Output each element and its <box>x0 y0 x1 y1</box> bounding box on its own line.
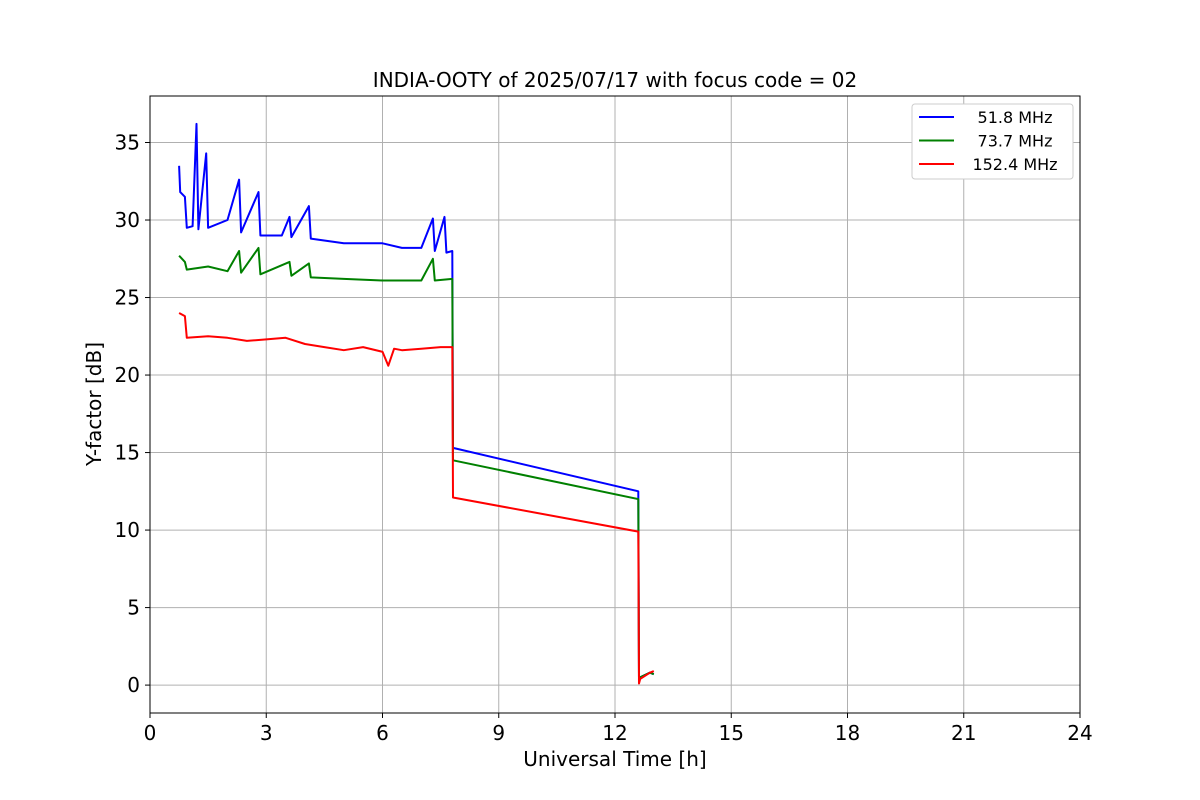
chart-title: INDIA-OOTY of 2025/07/17 with focus code… <box>373 68 857 92</box>
legend-label: 152.4 MHz <box>972 155 1057 174</box>
legend-label: 73.7 MHz <box>978 132 1053 151</box>
y-tick-label: 25 <box>115 286 140 310</box>
series-line-2 <box>178 246 655 682</box>
y-tick-label: 0 <box>127 673 140 697</box>
series-line-3 <box>178 312 655 685</box>
legend-box <box>911 103 1074 180</box>
y-tick-label: 10 <box>115 518 140 542</box>
x-tick-label: 6 <box>376 721 389 745</box>
ticks: 0 3 6 9 12 15 18 21 24 0 5 10 15 20 25 30 35 <box>115 131 1093 745</box>
x-tick-label: 9 <box>492 721 505 745</box>
y-tick-label: 15 <box>115 441 140 465</box>
x-tick-label: 3 <box>260 721 273 745</box>
y-tick-label: 5 <box>127 596 140 620</box>
y-tick-label: 30 <box>115 208 140 232</box>
x-tick-label: 21 <box>951 721 976 745</box>
x-tick-label: 24 <box>1067 721 1092 745</box>
x-tick-label: 18 <box>835 721 860 745</box>
series-layer <box>178 122 655 685</box>
y-tick-label: 35 <box>115 131 140 155</box>
y-tick-label: 20 <box>115 363 140 387</box>
x-tick-label: 0 <box>144 721 157 745</box>
y-axis-label: Y-factor [dB] <box>82 342 106 467</box>
x-tick-label: 15 <box>719 721 744 745</box>
x-tick-label: 12 <box>602 721 627 745</box>
legend-label: 51.8 MHz <box>978 108 1053 127</box>
legend: 51.8 MHz 73.7 MHz 152.4 MHz <box>911 103 1074 180</box>
x-axis-label: Universal Time [h] <box>523 747 706 771</box>
